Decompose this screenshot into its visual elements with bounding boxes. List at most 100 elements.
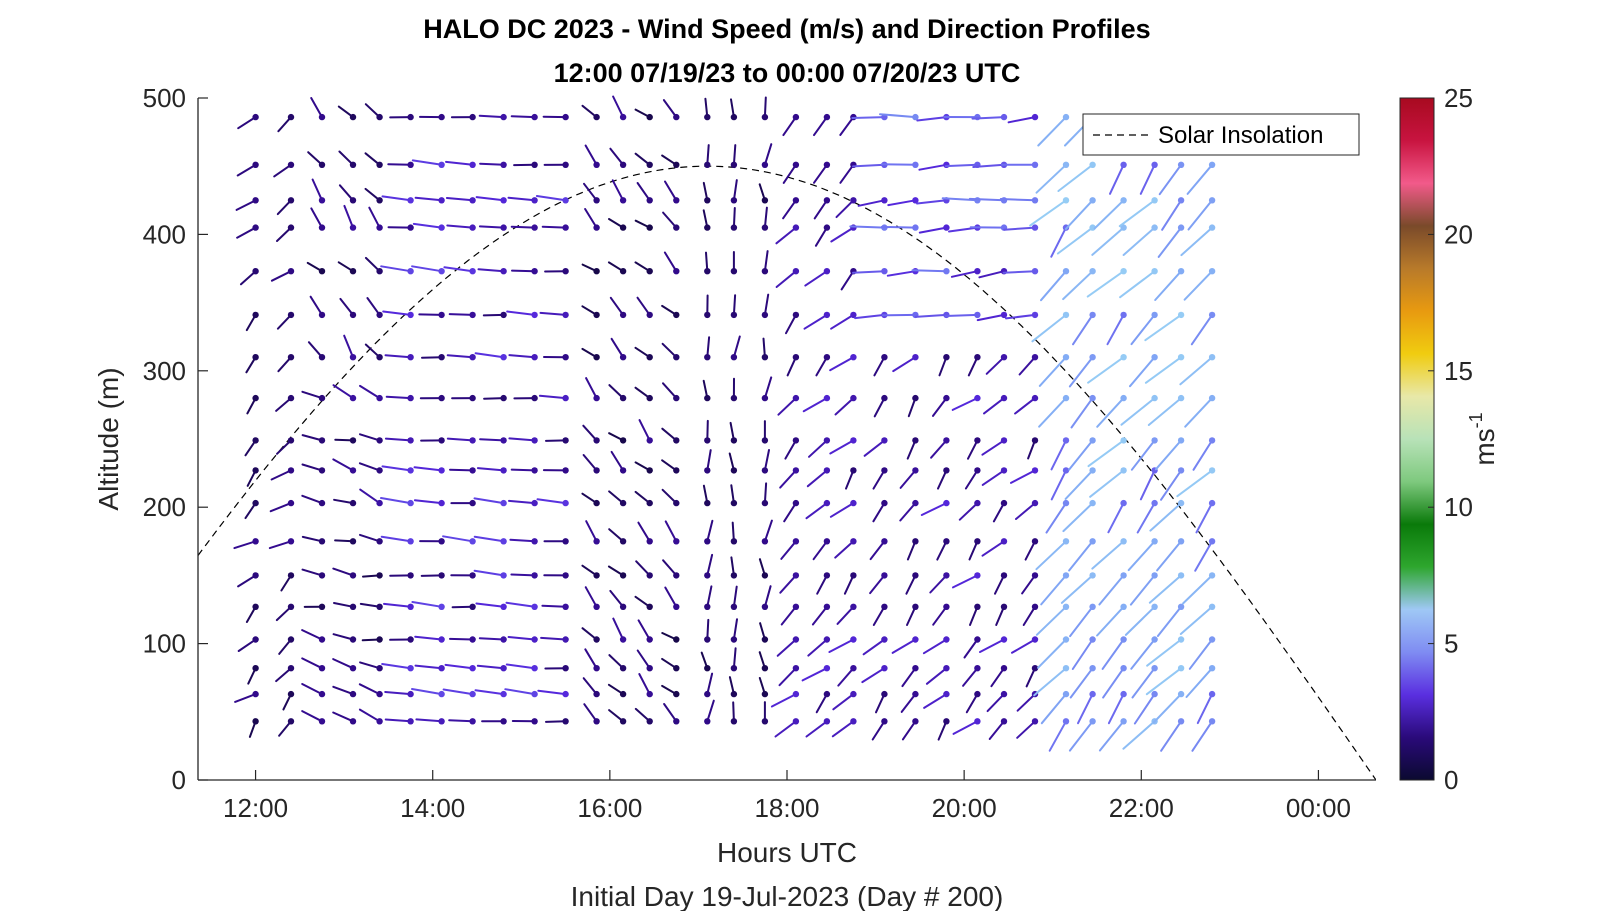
wind-barb-shaft — [901, 720, 917, 741]
wind-barb-point — [562, 636, 569, 643]
wind-barb-shaft — [1064, 199, 1094, 230]
wind-barb-point — [673, 311, 680, 319]
wind-barb-point — [469, 354, 476, 361]
wind-barb-point — [881, 499, 888, 507]
wind-barb — [1185, 665, 1216, 698]
wind-barb — [872, 467, 888, 490]
wind-barb — [951, 394, 981, 411]
wind-barb-shaft — [782, 199, 797, 220]
wind-barb — [1086, 268, 1127, 298]
wind-barb — [704, 618, 711, 643]
wind-barb-shaft — [852, 270, 886, 274]
wind-barb-point — [407, 499, 414, 507]
wind-barb-shaft — [958, 502, 979, 521]
wind-barb-point — [318, 636, 326, 643]
wind-barb — [638, 419, 653, 444]
wind-barb-shaft — [635, 560, 651, 577]
wind-barb-shaft — [971, 116, 1005, 120]
wind-barb-point — [469, 499, 476, 507]
wind-barb — [704, 585, 713, 610]
wind-barb-point — [469, 113, 476, 121]
wind-barb-point — [704, 113, 711, 121]
wind-barb-point — [438, 311, 445, 319]
wind-barb-shaft — [479, 162, 505, 166]
wind-barb-shaft — [270, 469, 292, 481]
y-tick-label: 0 — [172, 765, 186, 795]
wind-barb-point — [850, 603, 857, 610]
wind-barb-point — [1120, 572, 1127, 579]
wind-barb-shaft — [952, 574, 979, 589]
wind-barb — [368, 206, 383, 231]
wind-barb — [990, 665, 1008, 688]
wind-barb — [702, 209, 711, 231]
wind-barb — [857, 197, 888, 207]
wind-barb-shaft — [301, 683, 323, 696]
wind-barb-point — [1031, 603, 1039, 610]
wind-barb-point — [318, 197, 326, 204]
wind-barb-point — [943, 437, 950, 444]
wind-barb-point — [823, 161, 831, 168]
wind-barb-point — [1031, 197, 1039, 204]
wind-barb-point — [1000, 636, 1008, 643]
wind-barb-point — [974, 311, 981, 319]
wind-barb — [366, 297, 383, 319]
wind-barb-point — [1177, 161, 1185, 168]
wind-barb-shaft — [1184, 397, 1214, 428]
wind-barb — [584, 586, 600, 610]
wind-barb-point — [531, 665, 538, 672]
wind-barb — [758, 651, 769, 672]
wind-barb-point — [376, 394, 383, 402]
wind-barb-point — [704, 437, 711, 444]
wind-barb-shaft — [1040, 270, 1067, 302]
wind-barb — [337, 105, 357, 121]
wind-barb-point — [593, 113, 600, 121]
wind-barb-point — [1089, 197, 1096, 204]
wind-barb-point — [252, 224, 259, 231]
x-tick-label: 00:00 — [1286, 793, 1351, 823]
wind-barb — [661, 684, 680, 698]
wind-barb-point — [1177, 499, 1185, 507]
wind-barb-shaft — [381, 195, 412, 202]
wind-barb-point — [438, 467, 445, 474]
wind-barb — [730, 521, 738, 545]
wind-barb-point — [562, 718, 569, 725]
wind-barb-point — [673, 437, 680, 444]
wind-barb-point — [562, 161, 569, 168]
wind-barb-shaft — [359, 533, 381, 543]
wind-barb-shaft — [834, 540, 855, 559]
wind-barb-shaft — [1148, 574, 1183, 604]
wind-barb-shaft — [1144, 313, 1183, 342]
wind-barb-point — [1208, 665, 1216, 672]
wind-barb — [359, 433, 383, 444]
wind-barb — [1070, 394, 1096, 429]
wind-barb — [581, 492, 600, 507]
wind-barb — [900, 690, 919, 713]
wind-barb-shaft — [637, 619, 651, 641]
wind-barb — [1035, 538, 1070, 571]
wind-barb-point — [1031, 161, 1039, 168]
solar-insolation-layer — [198, 165, 1376, 780]
wind-barb — [1107, 690, 1127, 725]
wind-barb-shaft — [872, 502, 886, 523]
wind-barb — [1071, 636, 1096, 670]
wind-barb — [276, 437, 295, 455]
wind-barb — [511, 718, 538, 725]
wind-barb — [303, 603, 326, 610]
wind-barb — [730, 207, 738, 231]
wind-barb-point — [730, 354, 738, 361]
wind-barb-shaft — [1014, 397, 1036, 415]
x-tick-label: 22:00 — [1109, 793, 1174, 823]
wind-barb — [1183, 268, 1216, 301]
wind-barb-shaft — [1060, 574, 1094, 604]
wind-barb — [483, 394, 507, 402]
wind-barb-point — [823, 603, 831, 610]
wind-barb — [475, 196, 507, 204]
wind-barb-point — [881, 467, 888, 474]
wind-barb-point — [619, 437, 627, 444]
wind-barb — [958, 499, 981, 521]
wind-barb-shaft — [309, 295, 323, 316]
wind-barb-point — [943, 268, 950, 275]
wind-barb-shaft — [916, 199, 948, 205]
wind-barb — [276, 197, 295, 216]
wind-barb-shaft — [852, 163, 886, 168]
